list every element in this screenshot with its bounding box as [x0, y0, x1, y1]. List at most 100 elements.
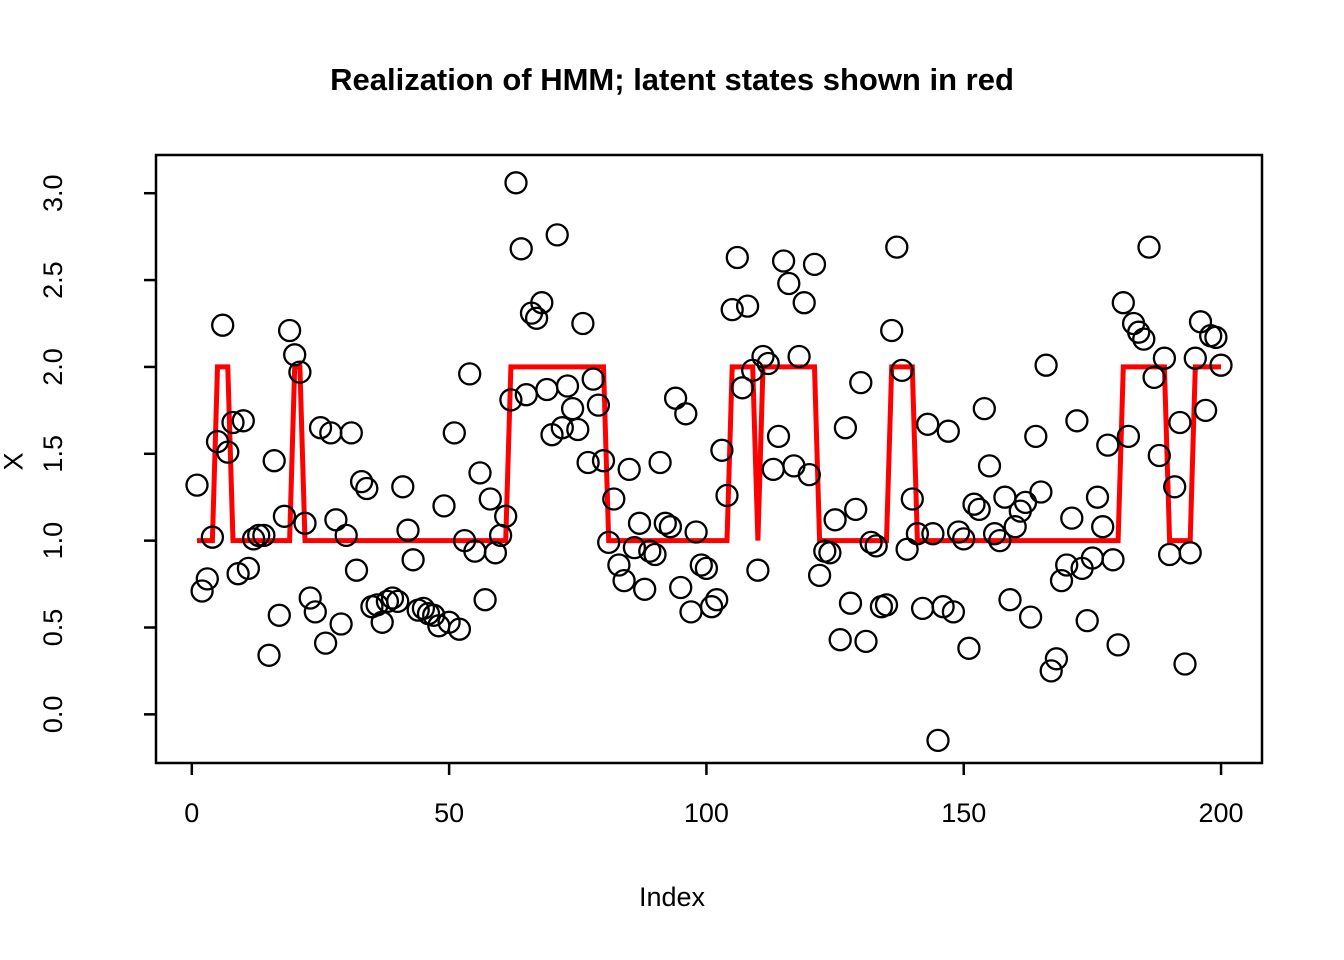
x-tick-label: 100 — [684, 798, 729, 828]
x-tick-label: 0 — [184, 798, 199, 828]
data-point — [607, 553, 631, 577]
data-point — [1204, 325, 1228, 350]
data-point — [663, 386, 688, 410]
data-point — [396, 518, 420, 542]
y-tick-label: 0.5 — [38, 609, 68, 647]
data-point — [257, 643, 281, 667]
data-point — [241, 527, 266, 551]
data-point — [422, 603, 446, 627]
y-tick-label: 2.5 — [38, 261, 68, 299]
y-tick-label: 1.5 — [38, 435, 68, 473]
data-point — [1137, 235, 1161, 259]
data-point — [277, 318, 302, 343]
data-point — [1024, 424, 1048, 449]
data-point — [952, 527, 976, 551]
data-point — [1039, 659, 1063, 683]
data-point — [880, 318, 904, 343]
x-tick-label: 150 — [941, 798, 986, 828]
data-point — [252, 523, 276, 548]
data-point — [797, 462, 821, 487]
data-point — [494, 504, 518, 528]
data-point — [293, 511, 317, 535]
data-point — [344, 558, 369, 582]
data-point — [211, 313, 235, 337]
data-point — [967, 497, 991, 522]
data-point — [910, 596, 935, 621]
data-point — [231, 409, 255, 433]
data-point — [818, 541, 842, 565]
data-point — [432, 494, 456, 518]
data-point — [391, 475, 415, 499]
data-point — [1055, 553, 1079, 577]
data-point — [247, 523, 271, 548]
data-point — [633, 577, 657, 601]
data-point — [844, 497, 868, 522]
data-point — [1147, 443, 1171, 468]
data-point — [1091, 515, 1115, 539]
data-point — [1106, 633, 1130, 657]
data-point — [597, 530, 621, 555]
data-point — [313, 631, 338, 655]
data-point — [957, 636, 981, 660]
data-point — [612, 568, 636, 593]
data-point — [1116, 424, 1141, 449]
data-point — [828, 628, 852, 652]
data-point — [386, 589, 410, 614]
data-point — [653, 511, 677, 535]
x-tick-label: 200 — [1199, 798, 1244, 828]
data-point — [658, 515, 683, 539]
y-tick-label: 1.0 — [38, 522, 68, 560]
data-point — [550, 416, 574, 440]
data-point — [926, 728, 950, 753]
data-point — [751, 344, 775, 369]
data-point — [838, 591, 863, 615]
data-point — [1029, 480, 1053, 504]
data-point — [524, 306, 549, 330]
data-point — [962, 492, 986, 516]
data-point — [581, 367, 605, 391]
data-point — [890, 358, 914, 383]
data-point — [401, 548, 425, 572]
data-point — [1163, 475, 1187, 499]
data-point — [1034, 353, 1058, 377]
y-tick-label: 3.0 — [38, 174, 68, 212]
plot-frame — [154, 153, 1264, 765]
data-point — [555, 374, 580, 398]
data-point — [720, 297, 744, 322]
data-point — [771, 249, 796, 273]
y-tick-label: 2.0 — [38, 348, 68, 386]
data-point — [946, 520, 971, 544]
data-point — [617, 457, 641, 482]
data-point — [535, 377, 559, 402]
data-point — [262, 449, 286, 473]
data-point — [267, 603, 291, 627]
data-point — [746, 558, 770, 582]
data-point — [895, 537, 919, 561]
data-point — [833, 416, 858, 440]
data-point — [730, 376, 755, 400]
data-point — [560, 396, 585, 421]
data-point — [725, 245, 749, 270]
data-point — [679, 600, 703, 624]
x-tick-label: 50 — [434, 798, 464, 828]
data-point — [941, 600, 966, 624]
data-point — [303, 600, 327, 624]
data-point — [591, 449, 616, 473]
data-point — [1060, 506, 1084, 530]
data-point — [236, 556, 261, 581]
data-point — [761, 457, 785, 482]
data-point — [349, 469, 374, 494]
data-point — [787, 344, 811, 369]
data-point — [283, 343, 307, 367]
data-point — [1209, 353, 1233, 377]
data-point — [1111, 291, 1135, 315]
data-point — [468, 461, 492, 485]
data-point — [1127, 320, 1151, 344]
data-point — [900, 487, 924, 511]
data-point — [375, 589, 400, 614]
data-point — [272, 504, 297, 528]
data-point — [1193, 398, 1218, 423]
data-point — [530, 291, 554, 315]
